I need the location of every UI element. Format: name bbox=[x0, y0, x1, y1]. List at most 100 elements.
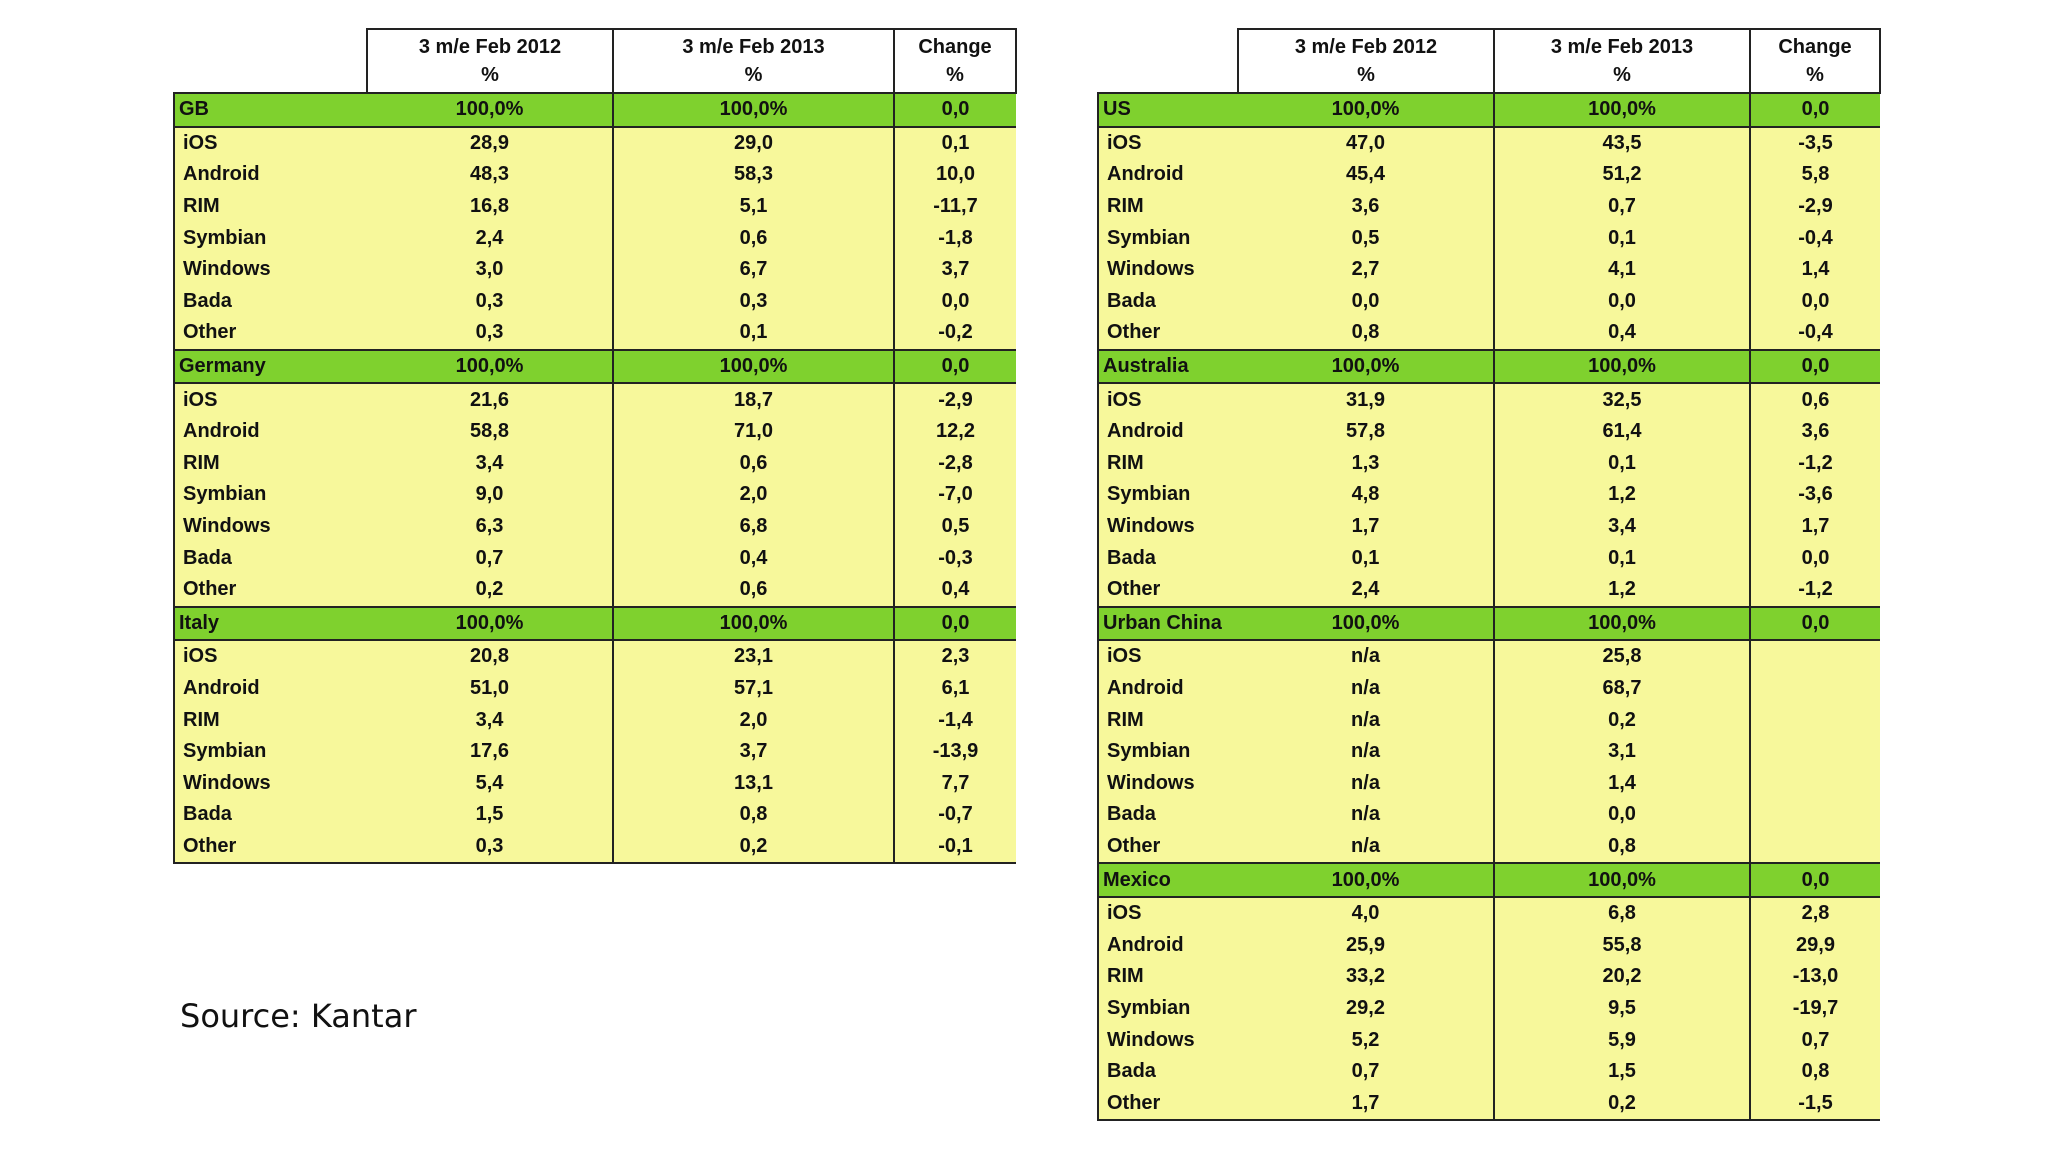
value-2012-cell: n/a bbox=[1238, 704, 1494, 736]
table-row: Bada 0,1 0,1 0,0 bbox=[1097, 542, 1880, 574]
region-header-row: Australia 100,0% 100,0% 0,0 bbox=[1097, 348, 1880, 385]
os-name-cell: RIM bbox=[1097, 961, 1238, 993]
region-header-row: Italy 100,0% 100,0% 0,0 bbox=[173, 605, 1016, 642]
value-2013-cell: 0,6 bbox=[612, 222, 895, 254]
region-total-2012: 100,0% bbox=[367, 348, 613, 385]
value-2013-cell: 6,8 bbox=[612, 510, 895, 543]
table-row: RIM 3,6 0,7 -2,9 bbox=[1097, 190, 1880, 223]
change-cell: 12,2 bbox=[894, 415, 1016, 448]
os-name-cell: Android bbox=[173, 415, 367, 448]
os-name-cell: Symbian bbox=[173, 479, 367, 511]
value-2013-cell: 0,8 bbox=[612, 799, 895, 831]
table-row: RIM 1,3 0,1 -1,2 bbox=[1097, 447, 1880, 480]
os-name-cell: iOS bbox=[173, 126, 367, 160]
value-2012-cell: 57,8 bbox=[1238, 415, 1494, 448]
region-total-2012: 100,0% bbox=[367, 92, 613, 128]
region-total-2013: 100,0% bbox=[612, 605, 895, 642]
value-2012-cell: n/a bbox=[1238, 735, 1494, 768]
change-cell: -1,2 bbox=[1750, 447, 1880, 480]
change-cell: 29,9 bbox=[1750, 929, 1880, 962]
change-cell: -19,7 bbox=[1750, 992, 1880, 1025]
region-name: Australia bbox=[1097, 348, 1238, 385]
os-name-cell: Symbian bbox=[1097, 735, 1238, 768]
change-cell: 2,3 bbox=[894, 640, 1016, 673]
os-name-cell: iOS bbox=[1097, 640, 1238, 673]
col-header-change: Change % bbox=[1749, 28, 1881, 94]
col-header-label: 3 m/e Feb 2013 bbox=[1550, 36, 1694, 58]
value-2013-cell: 57,1 bbox=[612, 672, 895, 705]
region-total-2012: 100,0% bbox=[1238, 92, 1494, 128]
os-name-cell: iOS bbox=[173, 383, 367, 416]
os-name-cell: Android bbox=[173, 159, 367, 191]
value-2012-cell: 0,3 bbox=[367, 317, 613, 350]
os-name-cell: Other bbox=[1097, 317, 1238, 350]
change-cell: -0,4 bbox=[1750, 222, 1880, 254]
table-row: Symbian 9,0 2,0 -7,0 bbox=[173, 479, 1016, 511]
value-2013-cell: 6,8 bbox=[1493, 896, 1751, 930]
value-2012-cell: 21,6 bbox=[367, 383, 613, 416]
region-header-row: Mexico 100,0% 100,0% 0,0 bbox=[1097, 862, 1880, 898]
region-header-row: Germany 100,0% 100,0% 0,0 bbox=[173, 348, 1016, 385]
region-header-row: US 100,0% 100,0% 0,0 bbox=[1097, 92, 1880, 128]
table-row: Windows 5,4 13,1 7,7 bbox=[173, 767, 1016, 800]
value-2012-cell: 5,2 bbox=[1238, 1024, 1494, 1056]
table-header-row: 3 m/e Feb 2012 % 3 m/e Feb 2013 % Change… bbox=[174, 28, 1017, 94]
value-2012-cell: n/a bbox=[1238, 799, 1494, 831]
col-header-2012: 3 m/e Feb 2012 % bbox=[366, 28, 614, 94]
os-name-cell: Symbian bbox=[173, 735, 367, 768]
table-row: Symbian 2,4 0,6 -1,8 bbox=[173, 222, 1016, 254]
change-cell: -13,0 bbox=[1750, 961, 1880, 993]
value-2012-cell: 4,8 bbox=[1238, 479, 1494, 511]
table-row: Symbian 17,6 3,7 -13,9 bbox=[173, 735, 1016, 768]
value-2012-cell: 2,4 bbox=[1238, 573, 1494, 607]
change-cell: -2,8 bbox=[894, 447, 1016, 480]
os-name-cell: Bada bbox=[173, 285, 367, 318]
os-name-cell: Windows bbox=[1097, 767, 1238, 800]
region-total-change: 0,0 bbox=[1750, 605, 1880, 642]
value-2013-cell: 0,0 bbox=[1493, 799, 1751, 831]
value-2012-cell: 0,2 bbox=[367, 573, 613, 607]
region-total-2013: 100,0% bbox=[1493, 605, 1751, 642]
region-total-2012: 100,0% bbox=[1238, 605, 1494, 642]
value-2012-cell: 25,9 bbox=[1238, 929, 1494, 962]
change-cell: -2,9 bbox=[1750, 190, 1880, 223]
table-row: Android 45,4 51,2 5,8 bbox=[1097, 159, 1880, 191]
header-corner bbox=[174, 29, 367, 93]
table-row: iOS 28,9 29,0 0,1 bbox=[173, 126, 1016, 160]
change-cell: 0,7 bbox=[1750, 1024, 1880, 1056]
value-2012-cell: 0,7 bbox=[367, 542, 613, 574]
change-cell: 1,7 bbox=[1750, 510, 1880, 543]
table-row: Other 0,3 0,1 -0,2 bbox=[173, 317, 1016, 350]
col-header-unit: % bbox=[1806, 64, 1824, 86]
col-header-label: 3 m/e Feb 2012 bbox=[418, 36, 562, 58]
value-2013-cell: 0,4 bbox=[612, 542, 895, 574]
value-2012-cell: 1,7 bbox=[1238, 510, 1494, 543]
table-row: Symbian n/a 3,1 bbox=[1097, 735, 1880, 768]
change-cell: -11,7 bbox=[894, 190, 1016, 223]
change-cell: -13,9 bbox=[894, 735, 1016, 768]
change-cell: 0,6 bbox=[1750, 383, 1880, 416]
change-cell: -1,5 bbox=[1750, 1087, 1880, 1121]
value-2012-cell: 1,7 bbox=[1238, 1087, 1494, 1121]
value-2013-cell: 0,7 bbox=[1493, 190, 1751, 223]
value-2012-cell: 45,4 bbox=[1238, 159, 1494, 191]
value-2012-cell: 58,8 bbox=[367, 415, 613, 448]
value-2013-cell: 20,2 bbox=[1493, 961, 1751, 993]
table-row: Android 25,9 55,8 29,9 bbox=[1097, 929, 1880, 962]
table-body: GB 100,0% 100,0% 0,0 iOS 28,9 29,0 0,1 Android 48… bbox=[173, 92, 1016, 865]
value-2012-cell: 6,3 bbox=[367, 510, 613, 543]
table-row: iOS 4,0 6,8 2,8 bbox=[1097, 896, 1880, 930]
region-total-change: 0,0 bbox=[1750, 862, 1880, 898]
table-row: Symbian 29,2 9,5 -19,7 bbox=[1097, 992, 1880, 1025]
table-body: US 100,0% 100,0% 0,0 iOS 47,0 43,5 -3,5 Android 4… bbox=[1097, 92, 1880, 1121]
table-row: Windows 2,7 4,1 1,4 bbox=[1097, 253, 1880, 286]
col-header-unit: % bbox=[481, 64, 499, 86]
value-2012-cell: 2,4 bbox=[367, 222, 613, 254]
col-header-unit: % bbox=[1357, 64, 1375, 86]
table-row: Bada n/a 0,0 bbox=[1097, 799, 1880, 831]
change-cell: 10,0 bbox=[894, 159, 1016, 191]
col-header-label: 3 m/e Feb 2013 bbox=[682, 36, 825, 58]
value-2012-cell: 20,8 bbox=[367, 640, 613, 673]
region-total-change: 0,0 bbox=[1750, 92, 1880, 128]
table-row: Symbian 4,8 1,2 -3,6 bbox=[1097, 479, 1880, 511]
